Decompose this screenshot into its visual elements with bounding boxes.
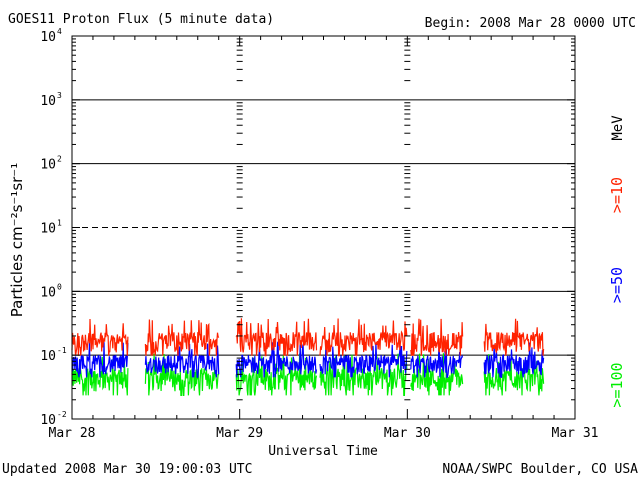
series-trace: [319, 342, 408, 378]
series-trace: [144, 343, 220, 378]
x-axis-label: Universal Time: [268, 444, 378, 459]
legend-entry: >=100: [608, 362, 626, 407]
updated-time: Updated 2008 Mar 30 19:00:03 UTC: [2, 462, 252, 477]
begin-time: Begin: 2008 Mar 28 0000 UTC: [425, 16, 636, 31]
x-tick-label: Mar 30: [384, 426, 431, 441]
y-tick-label: 10: [40, 158, 56, 173]
series-trace: [235, 353, 318, 396]
y-axis-label: Particles cm⁻²s⁻¹sr⁻¹: [8, 163, 26, 317]
credit: NOAA/SWPC Boulder, CO USA: [442, 462, 638, 477]
legend: >=10 >=50 >=100 MeV: [608, 115, 626, 408]
series-trace: [235, 318, 318, 357]
y-tick-label: 10: [40, 30, 56, 45]
y-tick-label: 10: [40, 285, 56, 300]
y-tick-exponent: 2: [57, 155, 62, 164]
series-trace: [144, 319, 220, 356]
series-trace: [71, 318, 129, 356]
legend-entry: >=50: [608, 267, 626, 303]
y-tick-exponent: 0: [57, 282, 62, 291]
y-tick-exponent: 4: [57, 27, 62, 36]
series-trace: [483, 342, 545, 378]
chart-title: GOES11 Proton Flux (5 minute data): [8, 12, 274, 27]
y-tick-label: 10: [40, 94, 56, 109]
x-tick-label: Mar 31: [552, 426, 599, 441]
y-tick-label: 10: [40, 349, 56, 364]
series-trace: [410, 318, 464, 356]
y-tick-exponent: -2: [57, 410, 67, 419]
series-trace: [71, 341, 129, 378]
y-tick-label: 10: [40, 222, 56, 237]
y-tick-exponent: 3: [57, 91, 62, 100]
series-trace: [483, 318, 545, 356]
gridlines: [72, 99, 575, 356]
y-tick-exponent: -1: [57, 346, 67, 355]
legend-unit: MeV: [610, 115, 626, 141]
y-tick-label: 10: [40, 413, 56, 428]
legend-entry: >=10: [608, 177, 626, 213]
series-layer: [71, 318, 545, 396]
x-axis-ticks: Mar 28 Mar 29 Mar 30 Mar 31: [49, 36, 599, 441]
series-trace: [319, 318, 408, 357]
y-tick-exponent: 1: [57, 219, 62, 228]
series-trace: [410, 344, 464, 378]
x-tick-label: Mar 29: [216, 426, 263, 441]
x-tick-label: Mar 28: [49, 426, 96, 441]
series-trace: [71, 356, 129, 396]
